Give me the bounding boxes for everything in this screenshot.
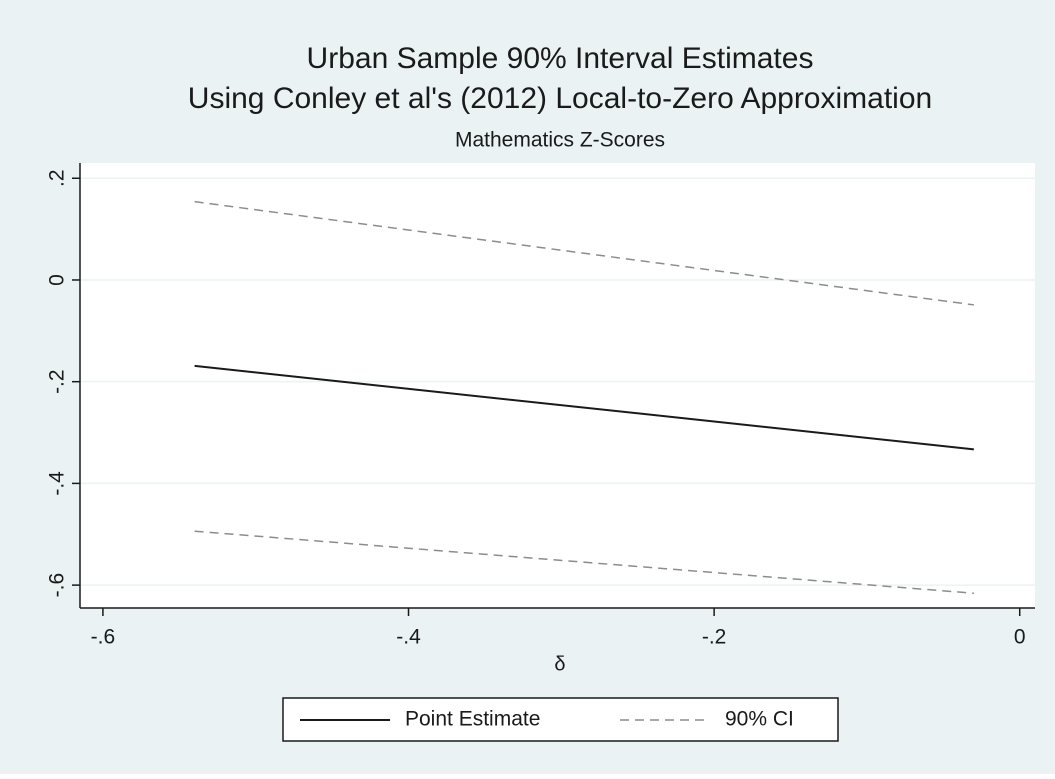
plot-area bbox=[80, 163, 1035, 608]
series-line bbox=[194, 364, 974, 451]
chart-subtitle: Using Conley et al's (2012) Local-to-Zer… bbox=[188, 82, 932, 115]
chart-title: Urban Sample 90% Interval Estimates bbox=[307, 42, 814, 75]
legend-label: Point Estimate bbox=[405, 708, 540, 731]
x-tick-label: -.2 bbox=[702, 626, 727, 649]
chart-note: Mathematics Z-Scores bbox=[455, 129, 665, 152]
series-line bbox=[194, 530, 974, 594]
x-tick-label: -.4 bbox=[396, 626, 421, 649]
x-tick-label: 0 bbox=[1014, 626, 1026, 649]
x-axis-label: δ bbox=[554, 653, 565, 675]
legend-label: 90% CI bbox=[725, 708, 794, 731]
y-tick-label: -.4 bbox=[46, 471, 69, 496]
y-tick-label: .2 bbox=[46, 169, 69, 187]
y-tick-label: -.2 bbox=[46, 369, 69, 394]
x-tick-label: -.6 bbox=[91, 626, 116, 649]
series-line bbox=[194, 200, 974, 306]
y-tick-label: 0 bbox=[46, 274, 69, 286]
y-tick-label: -.6 bbox=[46, 573, 69, 598]
